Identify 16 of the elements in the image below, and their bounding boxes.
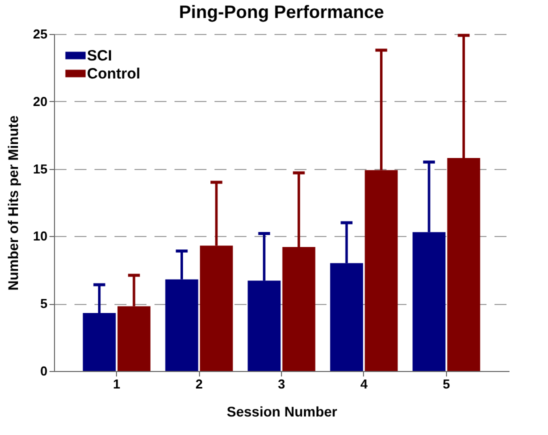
- x-tick-label: 2: [195, 376, 203, 392]
- y-tick-label: 20: [33, 94, 48, 109]
- legend-label: Control: [87, 66, 140, 82]
- y-axis-title: Number of Hits per Minute: [5, 115, 22, 291]
- y-tick-label: 10: [33, 228, 48, 244]
- y-tick-label: 0: [40, 364, 48, 378]
- y-tick-label: 5: [40, 296, 48, 312]
- x-tick-label: 3: [278, 376, 286, 392]
- chart-title: Ping-Pong Performance: [178, 2, 384, 22]
- x-tick-label: 1: [113, 376, 120, 392]
- x-axis-title: Session Number: [226, 404, 338, 420]
- y-tick-label: 15: [33, 161, 48, 176]
- y-tick-label: 25: [33, 26, 48, 42]
- legend-label: SCI: [87, 48, 112, 64]
- x-tick-label: 4: [360, 376, 368, 392]
- x-tick-label: 5: [442, 376, 450, 392]
